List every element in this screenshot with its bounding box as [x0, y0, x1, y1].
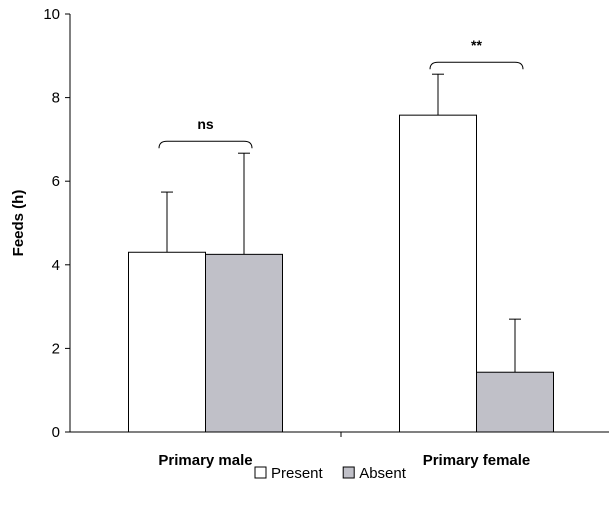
legend-label-present: Present	[271, 465, 324, 482]
y-tick-label: 6	[52, 173, 60, 190]
y-tick-label: 10	[43, 6, 60, 23]
y-tick-label: 2	[52, 340, 60, 357]
bar-absent-0	[205, 253, 283, 433]
y-tick-label: 8	[52, 90, 60, 107]
bars	[128, 73, 554, 433]
legend: Present Absent	[254, 465, 407, 482]
y-tick-label: 4	[52, 257, 60, 274]
legend-swatch-present	[254, 466, 267, 479]
significance-bracket	[158, 140, 253, 149]
significance-bracket	[429, 61, 524, 70]
legend-label-absent: Absent	[359, 465, 407, 482]
labels: 0 2 4 6 8 10 Feeds (h) Primary male ns Primary fe…	[10, 6, 530, 469]
bar-present-0	[128, 251, 206, 433]
bar-present-1	[399, 114, 477, 433]
y-axis-title: Feeds (h)	[10, 190, 27, 257]
significance-label: **	[471, 37, 482, 53]
significance-label: ns	[197, 116, 214, 132]
x-category-label: Primary female	[423, 452, 531, 469]
y-tick-label: 0	[52, 424, 60, 441]
x-category-label: Primary male	[158, 452, 252, 469]
legend-swatch-absent	[342, 466, 355, 479]
bar-absent-1	[476, 371, 554, 433]
